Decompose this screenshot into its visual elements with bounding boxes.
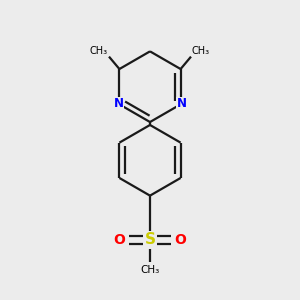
- Text: O: O: [174, 233, 186, 247]
- Text: N: N: [176, 97, 187, 110]
- Text: CH₃: CH₃: [90, 46, 108, 56]
- Text: N: N: [113, 97, 124, 110]
- Text: O: O: [114, 233, 126, 247]
- Text: CH₃: CH₃: [192, 46, 210, 56]
- Text: S: S: [145, 232, 155, 247]
- Text: CH₃: CH₃: [140, 265, 160, 275]
